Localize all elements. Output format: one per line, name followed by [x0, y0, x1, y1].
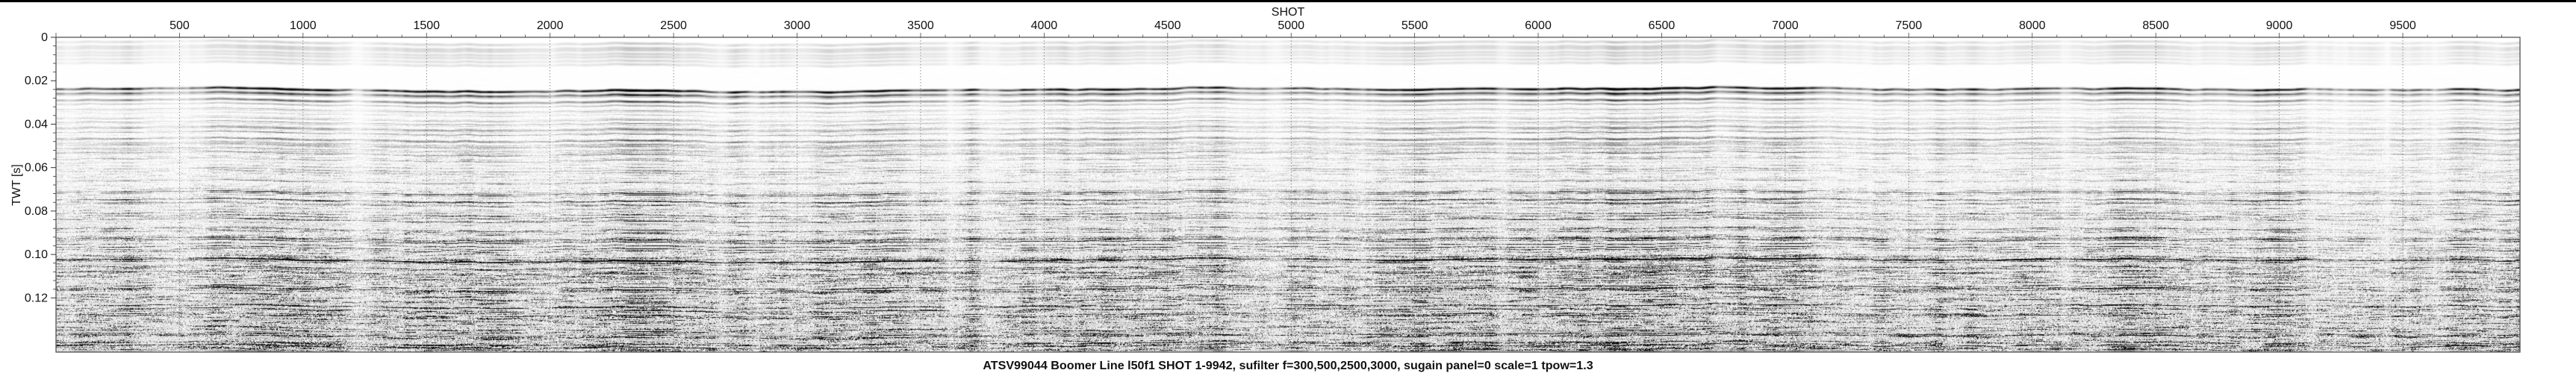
svg-text:5000: 5000 — [1278, 19, 1304, 32]
svg-text:0.10: 0.10 — [25, 248, 48, 261]
svg-text:TWT [s]: TWT [s] — [10, 164, 23, 206]
svg-text:0.08: 0.08 — [25, 205, 48, 218]
svg-text:0.02: 0.02 — [25, 75, 48, 87]
svg-text:1500: 1500 — [413, 19, 440, 32]
svg-text:0.12: 0.12 — [25, 292, 48, 304]
svg-text:7500: 7500 — [1896, 19, 1923, 32]
svg-text:2500: 2500 — [660, 19, 687, 32]
svg-text:7000: 7000 — [1772, 19, 1799, 32]
svg-text:9500: 9500 — [2389, 19, 2416, 32]
svg-text:500: 500 — [169, 19, 190, 32]
svg-text:9000: 9000 — [2266, 19, 2293, 32]
svg-text:0.06: 0.06 — [25, 162, 48, 175]
svg-text:ATSV99044 Boomer Line l50f1 SH: ATSV99044 Boomer Line l50f1 SHOT 1-9942,… — [983, 359, 1593, 372]
svg-text:4000: 4000 — [1031, 19, 1058, 32]
svg-text:1000: 1000 — [290, 19, 317, 32]
svg-text:8000: 8000 — [2019, 19, 2046, 32]
svg-text:5500: 5500 — [1401, 19, 1428, 32]
svg-text:8500: 8500 — [2142, 19, 2169, 32]
svg-text:0.04: 0.04 — [25, 118, 48, 131]
svg-text:3000: 3000 — [784, 19, 811, 32]
svg-text:SHOT: SHOT — [1272, 6, 1305, 19]
svg-text:2000: 2000 — [537, 19, 564, 32]
svg-text:6000: 6000 — [1525, 19, 1552, 32]
svg-text:0: 0 — [41, 31, 48, 44]
svg-text:4500: 4500 — [1154, 19, 1181, 32]
svg-text:3500: 3500 — [907, 19, 934, 32]
svg-text:6500: 6500 — [1649, 19, 1676, 32]
